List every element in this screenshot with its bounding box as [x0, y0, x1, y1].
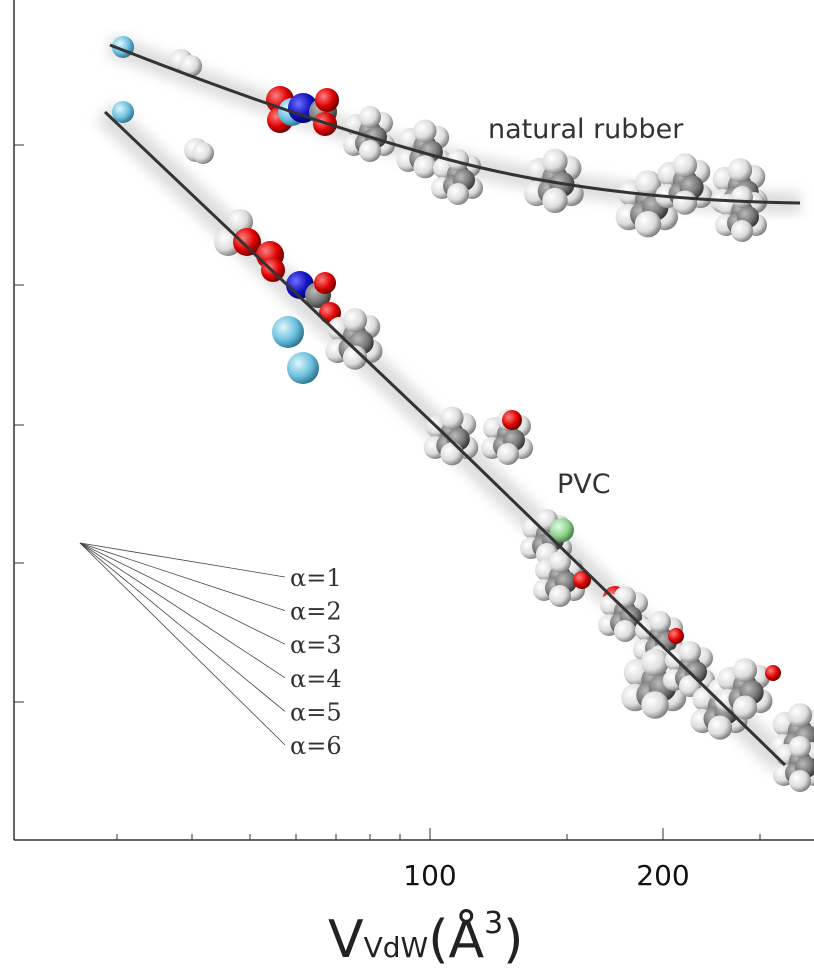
alpha-line: [80, 543, 285, 711]
atom: [542, 149, 567, 174]
atom: [789, 736, 811, 758]
atom: [502, 410, 522, 430]
atom: [708, 716, 732, 740]
atom: [668, 628, 684, 644]
alpha-label: α=2: [290, 598, 342, 626]
atom: [272, 316, 304, 348]
annotation: natural rubber: [488, 114, 684, 145]
axis-label: VVdW(Å3): [328, 906, 523, 969]
atom: [614, 586, 636, 608]
atom: [733, 658, 757, 682]
atom: [789, 770, 811, 792]
alpha-fan: α=1 α=2 α=3 α=4 α=5 α=6: [80, 543, 342, 760]
atom: [728, 158, 752, 182]
atom: [614, 620, 636, 642]
atom: [359, 106, 381, 128]
atom: [679, 641, 701, 663]
atom: [359, 140, 381, 162]
atom: [287, 352, 319, 384]
atom: [731, 186, 753, 208]
axis-subscript: VdW: [364, 931, 429, 964]
atom: [440, 407, 463, 430]
alpha-line: [80, 543, 285, 678]
annotation: PVC: [557, 469, 611, 500]
atom: [192, 142, 214, 164]
alpha-label: α=5: [290, 698, 342, 726]
alpha-line: [80, 543, 285, 745]
atom: [343, 308, 367, 332]
alpha-line: [80, 543, 285, 577]
atom: [673, 191, 697, 215]
atom: [314, 272, 336, 294]
atom: [765, 665, 781, 681]
atom: [497, 443, 519, 465]
atom: [549, 585, 571, 607]
axis-superscript: 3: [484, 906, 503, 941]
axis-symbol: V: [328, 910, 364, 969]
atom: [447, 183, 469, 205]
atom: [641, 649, 669, 677]
atom: [112, 101, 134, 123]
atom: [440, 442, 463, 465]
alpha-label: α=3: [290, 631, 342, 659]
atom: [649, 611, 671, 633]
atom: [641, 691, 669, 719]
atom: [315, 88, 339, 112]
alpha-label: α=6: [290, 732, 342, 760]
axis-unit: (Å: [428, 908, 484, 969]
atom: [731, 220, 753, 242]
x-tick-label: 200: [636, 859, 689, 892]
atom: [413, 120, 436, 143]
x-tick-label: 100: [403, 859, 456, 892]
alpha-line: [80, 543, 285, 644]
alpha-label: α=4: [290, 665, 342, 693]
atom: [673, 153, 697, 177]
alpha-line: [80, 543, 285, 611]
atom: [635, 211, 661, 237]
axis-unit-close: ): [503, 910, 523, 969]
atom: [788, 703, 812, 727]
atom: [542, 188, 567, 213]
x-ticks: 100 200: [117, 828, 760, 892]
alpha-label: α=1: [290, 564, 342, 592]
